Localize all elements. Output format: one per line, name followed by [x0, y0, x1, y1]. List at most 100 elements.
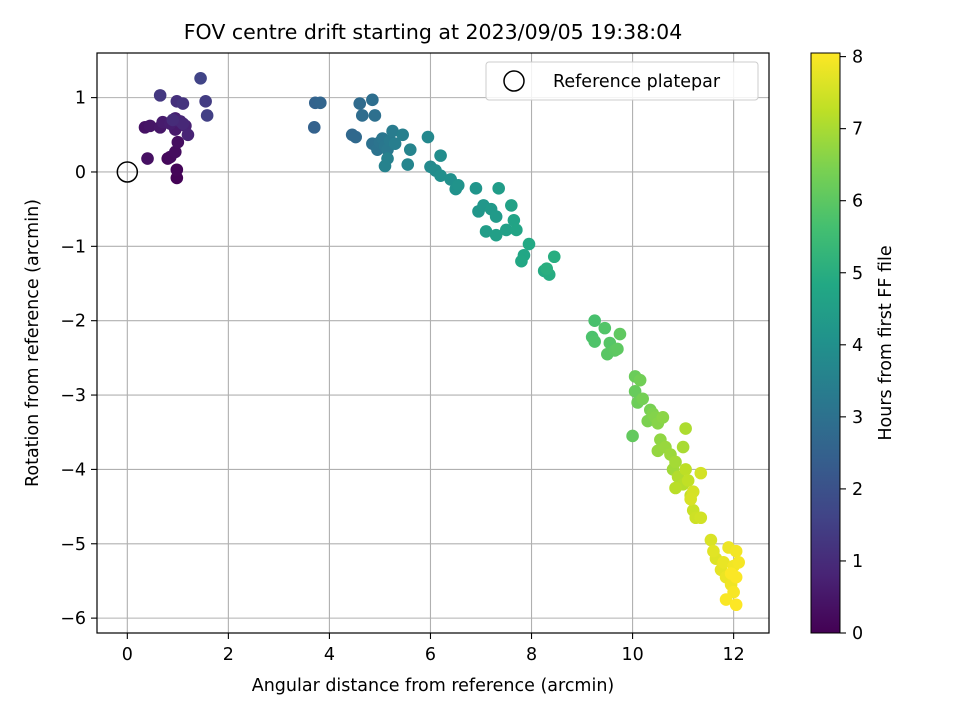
x-axis-label: Angular distance from reference (arcmin)	[252, 676, 615, 696]
data-point	[349, 130, 362, 144]
data-point	[194, 71, 207, 85]
data-point	[355, 109, 369, 122]
y-axis-ticks: 1 0 −1 −2 −3 −4 −5 −6	[60, 89, 97, 629]
data-point	[681, 474, 695, 487]
data-point	[679, 422, 692, 435]
data-point	[434, 149, 447, 162]
colorbar-tick-label: 0	[852, 624, 863, 644]
data-point	[489, 228, 503, 242]
data-points	[116, 71, 745, 612]
data-point	[200, 109, 214, 122]
x-tick-label: 2	[223, 645, 234, 665]
data-point	[547, 250, 561, 264]
x-axis-ticks: 0 2 4 6 8 10 12	[122, 633, 745, 665]
colorbar-tick-label: 7	[852, 120, 863, 140]
data-point	[633, 373, 647, 387]
data-point	[704, 533, 718, 547]
colorbar-tick-label: 8	[852, 48, 863, 68]
data-point	[540, 262, 553, 275]
data-point	[729, 544, 743, 558]
data-point	[724, 567, 738, 580]
data-point	[626, 429, 639, 443]
data-point	[378, 159, 392, 173]
colorbar-tick-label: 4	[852, 336, 863, 356]
data-point	[679, 463, 692, 476]
y-tick-label: 0	[75, 163, 86, 183]
y-tick-label: −4	[60, 460, 86, 480]
colorbar-ticks: 0 1 2 3 4 5 6 7 8	[840, 48, 863, 644]
data-point	[176, 97, 190, 110]
colorbar-tick-label: 1	[852, 552, 863, 572]
x-tick-label: 12	[722, 645, 744, 665]
data-point	[669, 455, 682, 469]
data-point	[694, 466, 708, 480]
reference-point-marker	[116, 161, 139, 183]
x-tick-label: 8	[526, 645, 537, 665]
data-point	[510, 223, 523, 237]
colorbar-tick-label: 5	[852, 264, 863, 284]
data-point	[170, 163, 184, 177]
data-point	[676, 440, 690, 454]
data-point	[505, 199, 518, 212]
data-point	[451, 179, 465, 192]
data-point	[522, 237, 536, 251]
colorbar-label: Hours from first FF file	[876, 245, 896, 440]
data-point	[588, 335, 601, 348]
data-point	[353, 97, 367, 110]
data-point	[489, 210, 503, 223]
data-point	[492, 182, 505, 195]
data-point	[719, 593, 733, 606]
data-point	[613, 327, 627, 341]
legend-entry-reference-platepar: Reference platepar	[553, 72, 721, 92]
data-point	[515, 254, 528, 268]
data-point	[141, 152, 154, 165]
data-point	[421, 130, 435, 144]
data-point	[366, 93, 379, 107]
data-point	[469, 182, 483, 195]
data-point	[611, 342, 624, 356]
legend-marker-open-circle	[503, 70, 525, 92]
grid-lines	[97, 53, 769, 633]
y-tick-label: 1	[75, 89, 86, 109]
data-point	[403, 143, 417, 156]
chart-title: FOV centre drift starting at 2023/09/05 …	[184, 20, 683, 44]
x-tick-label: 0	[122, 645, 133, 665]
data-point	[669, 481, 682, 495]
data-point	[368, 109, 382, 122]
data-point	[588, 314, 601, 327]
data-point	[656, 411, 670, 424]
y-tick-label: −2	[60, 312, 86, 332]
data-point	[729, 598, 743, 612]
data-point	[499, 223, 513, 237]
data-point	[434, 169, 447, 182]
legend: Reference platepar	[485, 61, 759, 101]
data-point	[396, 128, 409, 142]
plot-frame	[96, 52, 770, 634]
colorbar-tick-label: 3	[852, 408, 863, 428]
data-point	[732, 556, 745, 569]
data-point	[153, 89, 167, 102]
y-tick-label: −3	[60, 386, 86, 406]
data-point	[684, 492, 697, 506]
data-point	[694, 511, 708, 525]
data-point	[143, 119, 157, 133]
data-point	[388, 137, 402, 151]
data-point	[166, 113, 180, 127]
data-point	[401, 158, 415, 171]
x-tick-label: 10	[621, 645, 643, 665]
data-point	[717, 556, 730, 569]
data-point	[314, 96, 327, 110]
y-axis-label: Rotation from reference (arcmin)	[23, 199, 43, 487]
y-tick-label: −5	[60, 535, 86, 555]
y-tick-label: −6	[60, 609, 86, 629]
data-point	[181, 128, 195, 142]
data-point	[598, 321, 612, 335]
data-point	[636, 392, 649, 406]
x-tick-label: 4	[324, 645, 335, 665]
data-point	[199, 95, 212, 108]
data-point	[307, 121, 321, 134]
data-point	[479, 225, 493, 238]
data-point	[176, 117, 190, 130]
data-point	[386, 124, 399, 138]
